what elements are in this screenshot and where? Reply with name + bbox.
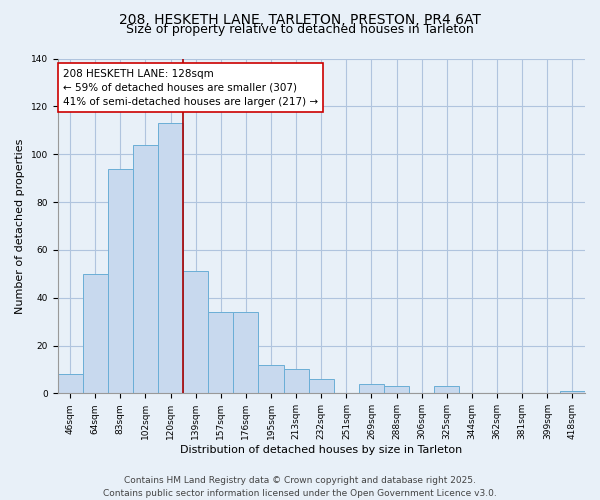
Text: Contains HM Land Registry data © Crown copyright and database right 2025.
Contai: Contains HM Land Registry data © Crown c… <box>103 476 497 498</box>
Bar <box>183 272 208 394</box>
Bar <box>208 312 233 394</box>
Bar <box>233 312 259 394</box>
Text: Size of property relative to detached houses in Tarleton: Size of property relative to detached ho… <box>126 24 474 36</box>
Bar <box>284 370 309 394</box>
Bar <box>359 384 384 394</box>
Bar <box>83 274 108 394</box>
Text: 208, HESKETH LANE, TARLETON, PRESTON, PR4 6AT: 208, HESKETH LANE, TARLETON, PRESTON, PR… <box>119 12 481 26</box>
Bar <box>133 144 158 394</box>
Bar <box>108 168 133 394</box>
Bar <box>309 379 334 394</box>
X-axis label: Distribution of detached houses by size in Tarleton: Distribution of detached houses by size … <box>180 445 463 455</box>
Bar <box>158 123 183 394</box>
Bar <box>560 391 585 394</box>
Y-axis label: Number of detached properties: Number of detached properties <box>15 138 25 314</box>
Bar <box>259 364 284 394</box>
Bar <box>384 386 409 394</box>
Bar <box>58 374 83 394</box>
Bar <box>434 386 460 394</box>
Text: 208 HESKETH LANE: 128sqm
← 59% of detached houses are smaller (307)
41% of semi-: 208 HESKETH LANE: 128sqm ← 59% of detach… <box>63 68 318 106</box>
